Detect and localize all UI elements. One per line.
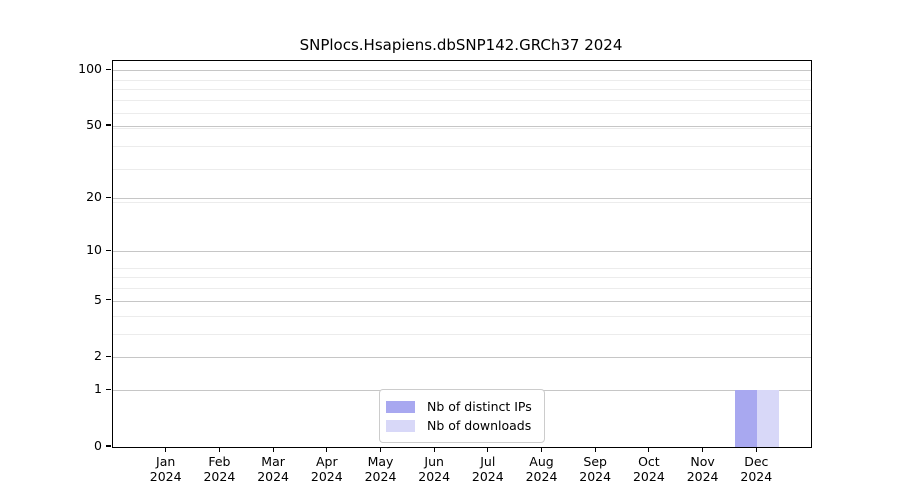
x-tick-mark xyxy=(218,447,220,452)
x-tick-label-feb: Feb 2024 xyxy=(203,454,236,484)
minor-gridline xyxy=(113,169,811,171)
x-tick-label-may: May 2024 xyxy=(364,454,397,484)
legend-entry-downloads: Nb of downloads xyxy=(386,416,532,435)
minor-gridline xyxy=(113,333,811,335)
x-tick-mark xyxy=(433,447,435,452)
x-tick-mark xyxy=(165,447,167,452)
minor-gridline xyxy=(113,100,811,102)
x-tick-mark xyxy=(755,447,757,452)
x-tick-label-jan: Jan 2024 xyxy=(149,454,182,484)
x-tick-mark xyxy=(594,447,596,452)
y-tick-mark xyxy=(106,196,111,198)
x-tick-label-mar: Mar 2024 xyxy=(257,454,289,484)
x-tick-label-sep: Sep 2024 xyxy=(579,454,612,484)
y-tick-label: 20 xyxy=(86,189,102,205)
minor-gridline xyxy=(113,127,811,129)
x-tick-label-oct: Oct 2024 xyxy=(632,454,665,484)
minor-gridline xyxy=(113,79,811,81)
major-gridline xyxy=(113,126,811,127)
major-gridline xyxy=(113,300,811,302)
y-tick-label: 0 xyxy=(94,438,102,453)
y-tick-mark xyxy=(106,68,111,70)
x-tick-label-jul: Jul 2024 xyxy=(471,454,504,484)
legend-entry-distinct-ips: Nb of distinct IPs xyxy=(386,397,532,416)
y-tick-label: 100 xyxy=(78,61,102,77)
y-tick-mark xyxy=(106,445,111,447)
y-tick-mark xyxy=(106,299,111,301)
bar-dec-distinct-ips xyxy=(735,390,758,447)
y-tick-label: 5 xyxy=(94,291,102,307)
minor-gridline xyxy=(113,315,811,317)
x-tick-mark xyxy=(702,447,704,452)
legend: Nb of distinct IPs Nb of downloads xyxy=(379,389,545,443)
x-tick-label-aug: Aug 2024 xyxy=(525,454,558,484)
bar-dec-downloads xyxy=(757,390,780,447)
major-gridline xyxy=(113,70,811,72)
minor-gridline xyxy=(113,267,811,269)
legend-label-distinct-ips: Nb of distinct IPs xyxy=(427,399,532,414)
major-gridline xyxy=(113,198,811,200)
x-tick-label-dec: Dec 2024 xyxy=(740,454,773,484)
x-tick-label-jun: Jun 2024 xyxy=(418,454,451,484)
minor-gridline xyxy=(113,89,811,91)
x-tick-mark xyxy=(487,447,489,452)
x-tick-mark xyxy=(379,447,382,452)
minor-gridline xyxy=(113,112,811,114)
y-tick-label: 10 xyxy=(86,242,102,258)
y-tick-label: 1 xyxy=(94,381,102,397)
distinct-ips-swatch-icon xyxy=(386,400,415,413)
chart-title: SNPlocs.Hsapiens.dbSNP142.GRCh37 2024 xyxy=(299,36,623,54)
y-tick-mark xyxy=(106,355,111,357)
x-tick-mark xyxy=(326,447,328,452)
y-tick-mark xyxy=(106,388,111,390)
minor-gridline xyxy=(113,202,811,204)
y-tick-mark xyxy=(106,124,111,126)
x-tick-mark xyxy=(648,447,650,452)
x-tick-mark xyxy=(540,447,543,452)
minor-gridline xyxy=(113,288,811,290)
y-tick-label: 50 xyxy=(86,117,102,132)
minor-gridline xyxy=(113,277,811,279)
legend-label-downloads: Nb of downloads xyxy=(427,418,532,433)
plot-area: Nb of distinct IPs Nb of downloads xyxy=(112,60,812,448)
x-tick-label-nov: Nov 2024 xyxy=(686,454,719,484)
minor-gridline xyxy=(113,145,811,147)
downloads-swatch-icon xyxy=(386,419,415,432)
x-tick-mark xyxy=(272,447,274,452)
major-gridline xyxy=(113,251,811,253)
y-tick-mark xyxy=(106,249,111,251)
x-tick-label-apr: Apr 2024 xyxy=(310,454,343,484)
major-gridline xyxy=(113,357,811,359)
y-tick-label: 2 xyxy=(94,348,102,364)
